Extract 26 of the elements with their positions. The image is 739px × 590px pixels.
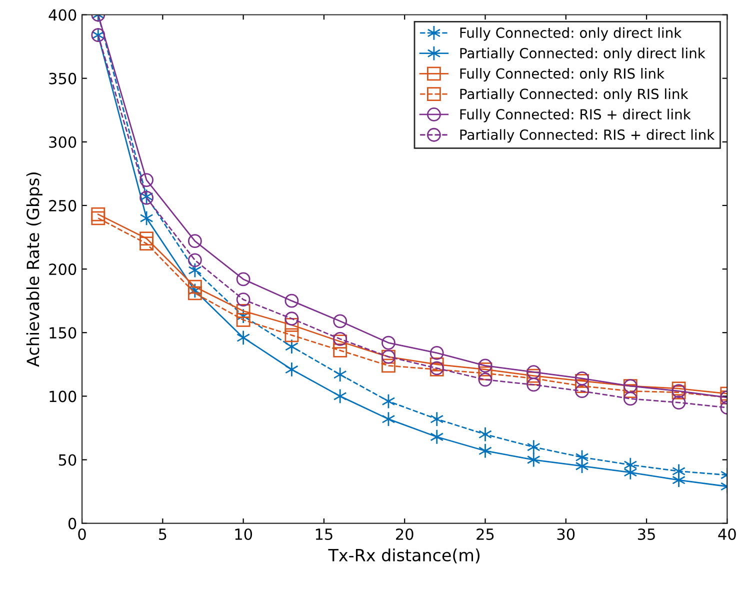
legend-label: Fully Connected: RIS + direct link [460,108,691,122]
y-tick-label: 350 [49,72,76,84]
y-tick-label: 150 [50,327,76,339]
y-tick-label: 0 [68,518,76,530]
x-axis-title: Tx-Rx distance(m) [328,548,480,564]
legend-label: Fully Connected: only direct link [460,27,682,41]
y-tick-label: 250 [49,200,76,212]
y-axis-title: Achievable Rate (Gbps) [26,172,42,367]
x-tick-label: 15 [316,528,332,540]
x-tick-label: 35 [638,528,655,540]
x-tick-label: 25 [476,528,494,540]
x-tick-label: 5 [158,528,166,540]
y-tick-label: 200 [49,264,76,276]
y-tick-label: 50 [58,454,76,466]
x-tick-label: 0 [78,528,86,540]
legend-label: Partially Connected: only RIS link [460,88,688,102]
y-tick-label: 400 [48,9,76,21]
x-tick-label: 30 [557,528,575,540]
y-tick-label: 300 [49,136,76,148]
x-tick-label: 40 [718,528,736,540]
x-tick-label: 10 [235,528,252,540]
x-tick-label: 20 [396,528,414,540]
legend-label: Partially Connected: RIS + direct link [460,129,715,143]
legend-label: Fully Connected: only RIS link [460,68,665,82]
legend-label: Partially Connected: only direct link [460,48,706,62]
y-tick-label: 100 [50,390,76,402]
